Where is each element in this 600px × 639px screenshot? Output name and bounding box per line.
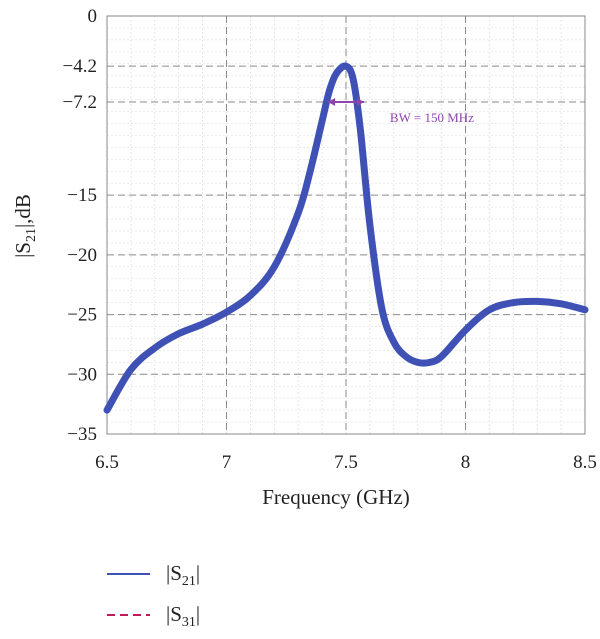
y-tick-label: −15 [67, 185, 97, 206]
x-axis-label: Frequency (GHz) [262, 485, 410, 509]
y-tick-label: −7.2 [63, 92, 97, 113]
plot-frame [106, 15, 586, 435]
annotation-layer: BW = 150 MHz [328, 97, 474, 125]
y-tick-label: −30 [67, 364, 97, 385]
major-grid [107, 16, 585, 434]
y-axis-label: |S21|,dB [11, 194, 39, 258]
series-line-s21 [103, 62, 589, 414]
y-tick-label: −25 [67, 305, 97, 326]
bandwidth-arrow-right [356, 97, 364, 106]
series-layer [103, 62, 589, 414]
x-tick-labels: 6.5 7 7.5 8 8.5 [95, 452, 597, 473]
y-tick-labels: 0 −4.2 −7.2 −15 −20 −25 −30 −35 [63, 6, 97, 445]
legend: |S21| |S31| [107, 561, 200, 630]
legend-label-s21: |S21| [166, 561, 200, 589]
x-tick-label: 8 [461, 452, 471, 473]
bandwidth-annotation: BW = 150 MHz [390, 110, 474, 125]
x-tick-label: 8.5 [573, 452, 597, 473]
x-tick-label: 7.5 [334, 452, 358, 473]
x-tick-label: 6.5 [95, 452, 119, 473]
y-tick-label: 0 [88, 6, 98, 27]
y-tick-label: −4.2 [63, 56, 97, 77]
x-tick-label: 7 [222, 452, 232, 473]
y-tick-label: −35 [67, 424, 97, 445]
legend-label-s31: |S31| [166, 602, 200, 630]
bandwidth-arrow-left [328, 97, 336, 106]
y-tick-label: −20 [67, 245, 97, 266]
